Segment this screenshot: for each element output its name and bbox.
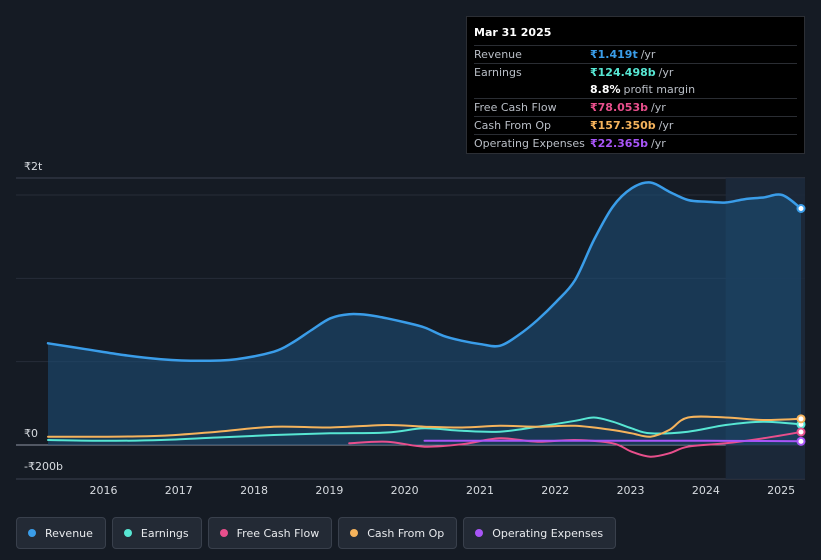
tooltip-row-label: Free Cash Flow: [474, 101, 557, 114]
legend: Revenue Earnings Free Cash Flow Cash From O…: [16, 517, 617, 549]
tooltip-row: Earnings ₹124.498b/yr: [474, 63, 797, 81]
line-cash-from-op: [47, 415, 802, 438]
tooltip-row: 8.8% profit margin: [474, 81, 797, 98]
x-tick-label: 2017: [165, 484, 193, 497]
tooltip-row-label: Cash From Op: [474, 119, 552, 132]
x-axis-labels: 2016 2017 2018 2019 2020 2021 2022 2023 2024 2025: [89, 484, 795, 497]
x-tick-label: 2019: [315, 484, 343, 497]
legend-item-free-cash-flow[interactable]: Free Cash Flow: [207, 517, 333, 549]
line-free-cash-flow: [348, 431, 802, 458]
legend-label: Operating Expenses: [492, 526, 604, 540]
x-tick-label: 2016: [89, 484, 117, 497]
legend-label: Earnings: [140, 526, 189, 540]
tooltip-row-unit: profit margin: [623, 83, 696, 96]
y-tick-label: -₹200b: [24, 460, 63, 473]
tooltip-date: Mar 31 2025: [474, 26, 552, 39]
tooltip-row-label: Revenue: [474, 48, 522, 61]
tooltip-row-label: [474, 81, 590, 98]
line-operating-expenses: [423, 439, 802, 443]
tooltip-row-value: 8.8%: [590, 83, 621, 96]
legend-item-operating-expenses[interactable]: Operating Expenses: [463, 517, 617, 549]
line-earnings: [47, 416, 802, 442]
tooltip-row: Operating Expenses ₹22.365b/yr: [474, 134, 797, 152]
marker-operating-expenses[interactable]: [796, 436, 806, 446]
area-revenue: [48, 182, 801, 445]
legend-label: Cash From Op: [367, 526, 445, 540]
area-layer: [48, 182, 801, 445]
legend-dot-icon: [219, 529, 228, 537]
tooltip-row-unit: /yr: [658, 119, 674, 132]
marker-cash-from-op[interactable]: [796, 414, 806, 424]
legend-dot-icon: [350, 529, 359, 537]
legend-label: Revenue: [45, 526, 93, 540]
legend-item-cash-from-op[interactable]: Cash From Op: [338, 517, 458, 549]
legend-item-earnings[interactable]: Earnings: [111, 517, 202, 549]
marker-free-cash-flow[interactable]: [796, 427, 806, 437]
tooltip-row-unit: /yr: [650, 101, 666, 114]
tooltip-row: Cash From Op ₹157.350b/yr: [474, 116, 797, 134]
tooltip-row-value: ₹1.419t: [590, 48, 638, 61]
x-tick-label: 2021: [466, 484, 494, 497]
tooltip-row-label: Operating Expenses: [474, 137, 585, 150]
tooltip-row-unit: /yr: [640, 48, 656, 61]
x-tick-label: 2020: [391, 484, 419, 497]
x-tick-label: 2024: [692, 484, 720, 497]
tooltip-row-unit: /yr: [658, 66, 674, 79]
marker-layer: [796, 204, 806, 446]
legend-label: Free Cash Flow: [236, 526, 320, 540]
tooltip-row-value: ₹22.365b: [590, 137, 648, 150]
legend-dot-icon: [28, 529, 36, 537]
chart: ₹2t ₹0 -₹200b 2016 2017 2018 2019 2020 2021 2022…: [16, 160, 806, 497]
tooltip-row-label: Earnings: [474, 66, 522, 79]
marker-revenue[interactable]: [796, 204, 806, 213]
legend-dot-icon: [123, 529, 132, 537]
y-tick-label: ₹0: [24, 427, 38, 440]
legend-dot-icon: [475, 529, 484, 537]
line-revenue: [46, 181, 803, 363]
line-layer: [46, 181, 803, 458]
tooltip-row: Revenue ₹1.419t/yr: [474, 45, 797, 63]
tooltip-row-value: ₹157.350b: [590, 119, 656, 132]
tooltip-row-value: ₹78.053b: [590, 101, 648, 114]
tooltip-row-unit: /yr: [650, 137, 666, 150]
tooltip-row: Free Cash Flow ₹78.053b/yr: [474, 98, 797, 116]
tooltip-panel: Mar 31 2025 Revenue ₹1.419t/yr Earnings ₹12…: [466, 16, 805, 154]
y-tick-label: ₹2t: [24, 160, 43, 173]
x-tick-label: 2022: [541, 484, 569, 497]
x-tick-label: 2025: [767, 484, 795, 497]
x-tick-label: 2018: [240, 484, 268, 497]
legend-item-revenue[interactable]: Revenue: [16, 517, 106, 549]
tooltip-row-value: ₹124.498b: [590, 66, 656, 79]
y-axis-labels: ₹2t ₹0 -₹200b: [24, 160, 63, 473]
x-tick-label: 2023: [617, 484, 645, 497]
